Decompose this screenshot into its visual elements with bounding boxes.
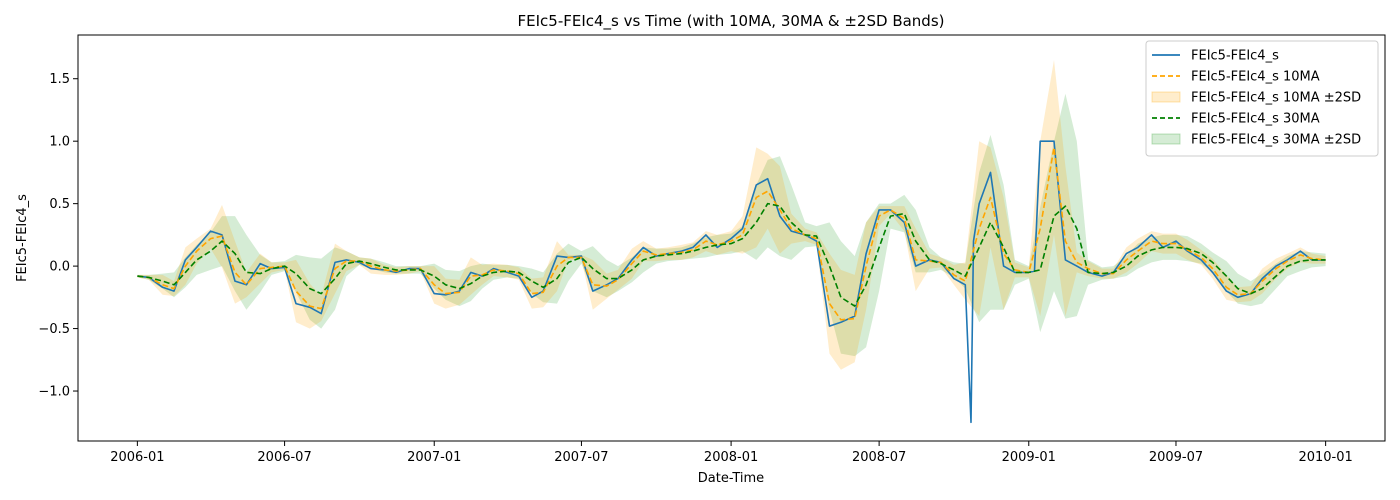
y-tick-label: 1.5 [49,72,70,87]
y-tick-label: 0.5 [49,197,70,212]
legend-label: FEIc5-FEIc4_s [1191,49,1279,64]
y-tick-label: 0.0 [49,260,70,275]
legend-label: FEIc5-FEIc4_s 10MA ±2SD [1191,91,1361,106]
legend-swatch [1151,133,1181,145]
legend: FEIc5-FEIc4_s FEIc5-FEIc4_s 10MA FEIc5-FEI… [1145,40,1379,157]
x-tick-label: 2008-07 [852,450,906,465]
x-tick-label: 2006-07 [257,450,311,465]
y-tick-label: −1.0 [38,385,70,400]
x-tick-label: 2007-01 [407,450,461,465]
y-tick-label: 1.0 [49,135,70,150]
x-tick-label: 2006-01 [110,450,164,465]
x-tick-label: 2008-01 [704,450,758,465]
legend-label: FEIc5-FEIc4_s 10MA [1191,70,1320,85]
plot-area [137,60,1326,424]
x-tick-label: 2009-07 [1149,450,1203,465]
legend-label: FEIc5-FEIc4_s 30MA ±2SD [1191,133,1361,148]
x-tick-label: 2007-07 [554,450,608,465]
raw-series-line [137,140,1326,424]
x-axis-label: Date-Time [698,471,764,486]
x-tick-label: 2009-01 [1002,450,1056,465]
x-tick-label: 2010-01 [1298,450,1352,465]
x-axis: 2006-01 2006-07 2007-01 2007-07 2008-01 2008-… [110,441,1353,465]
legend-box [1145,40,1379,157]
y-axis-label: FEIc5-FEIc4_s [15,194,30,282]
legend-swatch [1151,91,1181,103]
ma30-series-line [137,202,1326,307]
ma10-band [137,60,1326,370]
ma10-series-line [137,146,1326,321]
y-axis: −1.0 −0.5 0.0 0.5 1.0 1.5 [38,72,78,400]
legend-label: FEIc5-FEIc4_s 30MA [1191,112,1320,127]
chart-title: FEIc5-FEIc4_s vs Time (with 10MA, 30MA &… [518,12,945,31]
y-tick-label: −0.5 [38,322,70,337]
